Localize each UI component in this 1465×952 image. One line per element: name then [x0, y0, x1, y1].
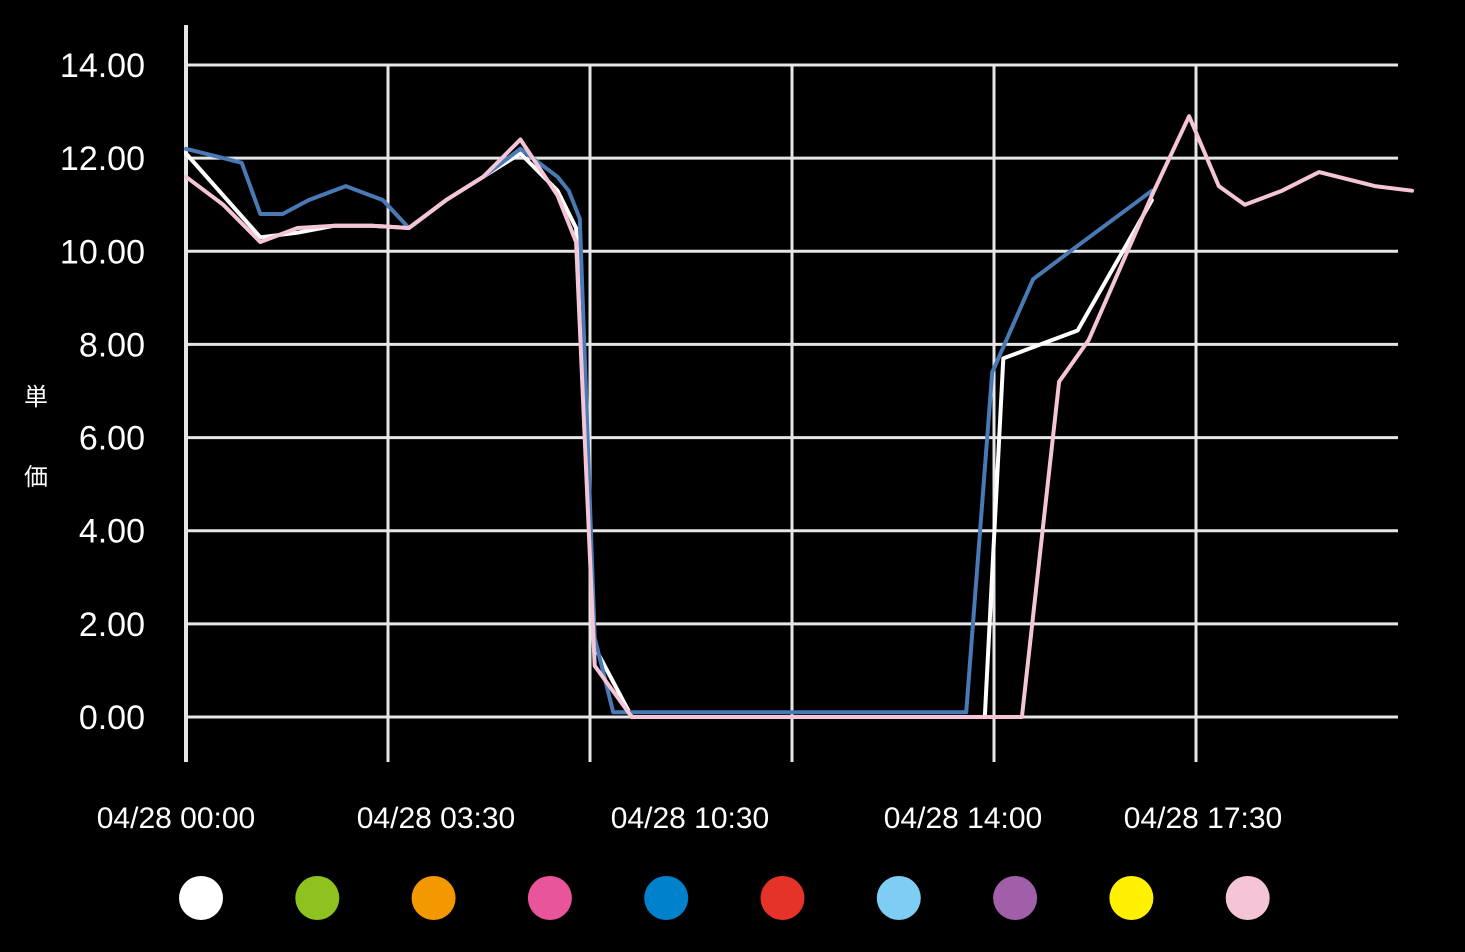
- legend-dot: [295, 876, 340, 920]
- series-lines: [184, 114, 1414, 719]
- y-tick-label: 14.00: [60, 47, 145, 85]
- legend-dot: [411, 876, 456, 920]
- x-tick-label: 04/28 14:00: [884, 802, 1042, 835]
- legend-dot: [179, 876, 223, 920]
- y-tick-label: 10.00: [60, 233, 145, 271]
- legend-dot: [993, 876, 1038, 920]
- y-axis-label-char: 単: [24, 383, 48, 411]
- legend-dot: [876, 876, 921, 920]
- y-tick-label: 0.00: [79, 699, 145, 737]
- y-tick-labels: 0.00 2.00 4.00 6.00 8.00 10.00 12.00 14.00: [60, 47, 145, 737]
- legend-dot: [1109, 876, 1154, 920]
- legend-dot: [644, 876, 689, 920]
- series-line-3: [184, 114, 1414, 719]
- x-tick-label: 04/28 03:30: [357, 802, 515, 835]
- y-axis-label: 単価: [24, 383, 48, 491]
- x-tick-labels: 04/28 00:00 04/28 03:30 04/28 10:30 04/28 1…: [97, 802, 1282, 835]
- x-tick-label: 04/28 17:30: [1124, 802, 1282, 835]
- y-axis-label-char: 価: [24, 463, 48, 491]
- legend: [179, 876, 1270, 920]
- legend-dot: [760, 876, 805, 920]
- y-tick-label: 6.00: [79, 420, 145, 458]
- y-tick-label: 12.00: [60, 140, 145, 178]
- y-tick-label: 8.00: [79, 326, 145, 364]
- x-tick-label: 04/28 10:30: [611, 802, 769, 835]
- legend-dot: [527, 876, 572, 920]
- x-tick-label: 04/28 00:00: [97, 802, 255, 835]
- y-tick-label: 2.00: [79, 606, 145, 644]
- legend-dot: [1225, 876, 1270, 920]
- y-tick-label: 4.00: [79, 513, 145, 551]
